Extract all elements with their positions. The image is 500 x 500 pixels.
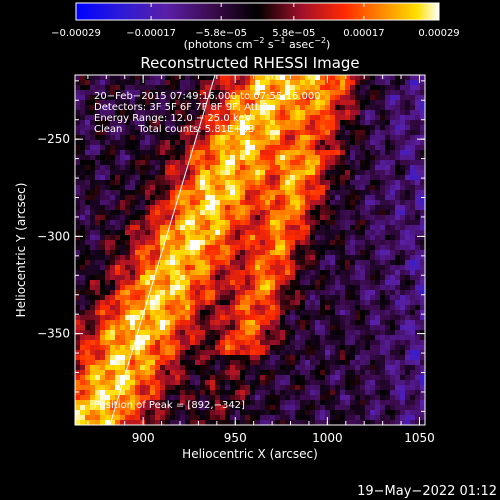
colorbar-tick-label: −5.8e−05 xyxy=(195,28,247,39)
image-heatmap xyxy=(75,75,425,425)
image-annotations: 20−Feb−2015 07:49:16.000 to 07:55:16.000… xyxy=(94,91,321,411)
annotation-clean-counts: Clean Total counts: 5.81E+03 xyxy=(94,124,254,135)
x-tick-label: 1000 xyxy=(312,431,343,445)
timestamp: 19−May−2022 01:12 xyxy=(357,484,497,499)
x-axis-label: Heliocentric X (arcsec) xyxy=(182,447,318,461)
colorbar-tick-label: −0.00029 xyxy=(51,28,101,39)
colorbar-units: (photons cm−2 s−1 asec−2) xyxy=(184,36,331,51)
plot-frame xyxy=(74,74,426,426)
annotation-time-range: 20−Feb−2015 07:49:16.000 to 07:55:16.000 xyxy=(94,91,321,102)
colorbar-tick-label: 0.00017 xyxy=(343,28,384,39)
annotation-detectors: Detectors: 3F 5F 6F 7F 8F 9F, Att 0 xyxy=(94,102,268,113)
chart-title: Reconstructed RHESSI Image xyxy=(140,54,359,72)
y-axis-label: Heliocentric Y (arcsec) xyxy=(14,183,28,318)
x-tick-label: 900 xyxy=(132,431,155,445)
x-tick-label: 1050 xyxy=(404,431,435,445)
solar-limb-line xyxy=(109,75,216,425)
colorbar-tick-label: 5.8e−05 xyxy=(272,28,315,39)
colorbar-tick-label: −0.00017 xyxy=(126,28,176,39)
y-tick-label: −350 xyxy=(37,327,70,341)
colorbar: −0.00029 −0.00017 −5.8e−05 5.8e−05 0.00017 0.… xyxy=(51,2,460,51)
colorbar-gradient xyxy=(75,2,440,21)
y-tick-label: −300 xyxy=(37,229,70,243)
x-tick-label: 950 xyxy=(224,431,247,445)
annotation-peak-position: Position of Peak = [892,−342] xyxy=(94,400,245,411)
y-tick-label: −250 xyxy=(37,132,70,146)
axes: 900 950 1000 1050 −250 −300 −350 xyxy=(37,75,435,445)
colorbar-ticks: −0.00029 −0.00017 −5.8e−05 5.8e−05 0.00017 0.… xyxy=(51,3,460,39)
colorbar-tick-label: 0.00029 xyxy=(418,28,459,39)
annotation-energy-range: Energy Range: 12.0 − 25.0 keV xyxy=(94,113,251,124)
